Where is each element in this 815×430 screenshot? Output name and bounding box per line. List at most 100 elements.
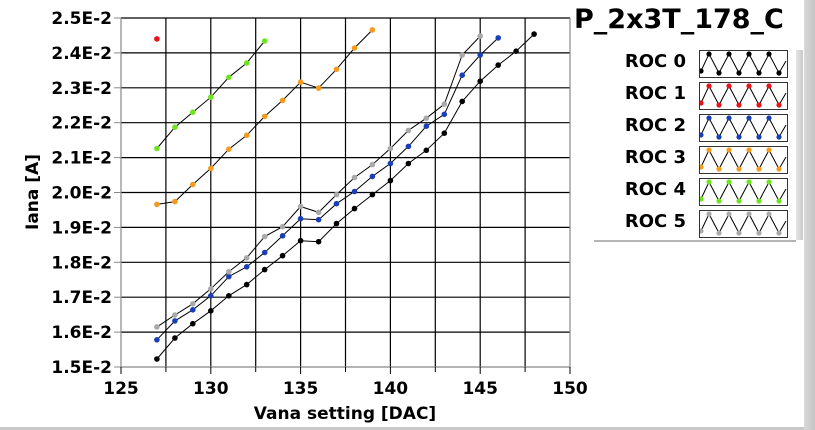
legend-scrollbar[interactable] xyxy=(796,50,803,240)
data-point xyxy=(172,318,178,324)
data-point xyxy=(477,33,484,39)
legend-marker xyxy=(726,211,732,217)
data-point xyxy=(297,215,304,222)
data-point xyxy=(226,268,232,275)
legend-marker xyxy=(756,230,762,236)
legend-marker xyxy=(698,228,704,234)
data-point xyxy=(441,101,448,107)
data-point xyxy=(297,237,304,244)
data-point xyxy=(261,233,268,240)
data-point xyxy=(243,254,250,261)
data-point xyxy=(243,281,250,288)
data-point xyxy=(405,127,412,134)
data-point xyxy=(405,160,412,167)
y-tick-label: 1.5E-2 xyxy=(51,358,112,378)
x-tick-label: 130 xyxy=(193,379,229,399)
legend-marker xyxy=(706,147,712,153)
legend-marker xyxy=(766,179,772,185)
data-point xyxy=(333,200,340,207)
data-point xyxy=(369,173,376,180)
data-point xyxy=(154,356,160,362)
legend-marker xyxy=(736,166,742,172)
legend-marker xyxy=(716,134,722,140)
data-point xyxy=(243,60,250,66)
legend-marker xyxy=(698,196,704,202)
legend-line xyxy=(700,148,787,171)
legend-line xyxy=(700,84,787,107)
data-point xyxy=(423,115,430,121)
legend-label: ROC 1 xyxy=(624,83,686,104)
data-point xyxy=(441,130,448,136)
legend-line xyxy=(700,116,787,139)
legend: ROC 0 ROC 1 ROC 2 ROC 3 ROC 4 ROC 5 xyxy=(594,44,796,242)
legend-marker xyxy=(766,83,772,89)
series-roc-5 xyxy=(154,33,484,330)
data-point xyxy=(208,293,214,299)
data-point xyxy=(279,233,286,239)
data-point xyxy=(226,74,232,81)
data-point xyxy=(154,324,160,330)
chart: 1.5E-2 1.6E-2 1.7E-2 1.8E-2 1.9E-2 2.0E-2 2.1E… xyxy=(23,9,588,424)
legend-marker xyxy=(698,132,704,138)
legend-marker xyxy=(746,83,752,89)
data-point xyxy=(261,249,268,256)
legend-item: ROC 0 xyxy=(594,50,796,78)
legend-marker xyxy=(698,100,704,106)
data-point xyxy=(387,160,394,167)
series-line xyxy=(156,35,481,328)
legend-item: ROC 2 xyxy=(594,114,796,142)
x-tick-label: 145 xyxy=(462,379,498,399)
y-tick-label: 1.6E-2 xyxy=(51,323,112,343)
legend-marker xyxy=(736,134,742,140)
x-tick-label: 150 xyxy=(552,379,588,399)
legend-line xyxy=(700,180,787,203)
legend-marker xyxy=(726,83,732,89)
legend-marker xyxy=(746,147,752,153)
series-roc-2 xyxy=(154,35,502,343)
data-point xyxy=(459,98,466,105)
series-line xyxy=(156,37,499,341)
legend-marker xyxy=(776,102,782,108)
legend-marker xyxy=(746,115,752,121)
x-tick-label: 135 xyxy=(283,379,319,399)
legend-swatch-graphic xyxy=(698,51,787,76)
data-point xyxy=(369,27,376,33)
data-point xyxy=(315,238,322,245)
chart-title: P_2x3T_178_C xyxy=(574,4,784,35)
data-point xyxy=(459,52,466,58)
data-point xyxy=(459,72,466,78)
data-point xyxy=(226,293,232,299)
series-layer xyxy=(154,27,537,362)
data-point xyxy=(315,85,322,91)
data-point xyxy=(333,66,340,73)
data-point xyxy=(154,201,160,208)
series-line xyxy=(156,33,535,360)
data-point xyxy=(154,36,160,42)
legend-line xyxy=(700,52,787,75)
legend-marker xyxy=(776,166,782,172)
legend-label: ROC 3 xyxy=(624,147,686,168)
legend-item: ROC 3 xyxy=(594,146,796,174)
data-point xyxy=(190,320,196,327)
data-point xyxy=(208,286,214,292)
legend-marker xyxy=(698,68,704,74)
y-tick-label: 1.7E-2 xyxy=(51,288,112,308)
data-point xyxy=(423,147,430,154)
legend-swatch xyxy=(698,50,788,78)
x-tick-label: 140 xyxy=(373,379,409,399)
data-point xyxy=(226,273,232,280)
legend-marker xyxy=(716,166,722,172)
data-point xyxy=(297,79,304,85)
legend-marker xyxy=(706,83,712,89)
x-tick-label: 125 xyxy=(103,379,139,399)
data-point xyxy=(243,264,250,270)
legend-marker xyxy=(706,51,712,57)
legend-label: ROC 4 xyxy=(624,179,686,200)
legend-marker xyxy=(726,147,732,153)
legend-marker xyxy=(726,51,732,57)
data-point xyxy=(441,111,448,118)
data-point xyxy=(531,31,537,37)
y-tick-label: 2.3E-2 xyxy=(51,79,112,99)
legend-marker xyxy=(756,102,762,108)
data-point xyxy=(333,191,340,198)
